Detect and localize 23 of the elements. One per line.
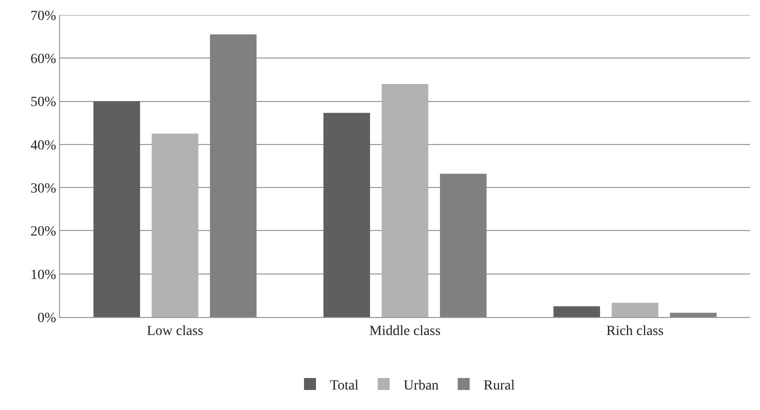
legend-label: Total bbox=[330, 378, 359, 394]
y-tick-label: 60% bbox=[30, 52, 57, 68]
bar bbox=[382, 84, 428, 317]
bar bbox=[323, 112, 370, 317]
y-tick-label: 40% bbox=[30, 138, 57, 154]
bar bbox=[152, 134, 198, 317]
legend-label: Rural bbox=[484, 378, 515, 394]
x-tick-label: Rich class bbox=[606, 324, 664, 339]
x-tick-label: Low class bbox=[146, 324, 204, 339]
bar bbox=[670, 312, 717, 317]
bar bbox=[93, 101, 140, 317]
y-tick-label: 0% bbox=[38, 310, 57, 326]
y-tick-label: 20% bbox=[30, 224, 57, 240]
y-tick-label: 10% bbox=[30, 268, 57, 283]
bar bbox=[210, 34, 257, 317]
bar bbox=[440, 174, 487, 317]
legend-label: Urban bbox=[404, 378, 439, 394]
y-tick-label: 30% bbox=[30, 181, 57, 196]
y-tick-label: 70% bbox=[30, 8, 57, 24]
bar bbox=[553, 306, 600, 317]
x-tick-label: Middle class bbox=[369, 324, 441, 339]
y-tick-label: 50% bbox=[30, 95, 57, 110]
bar bbox=[612, 302, 658, 317]
